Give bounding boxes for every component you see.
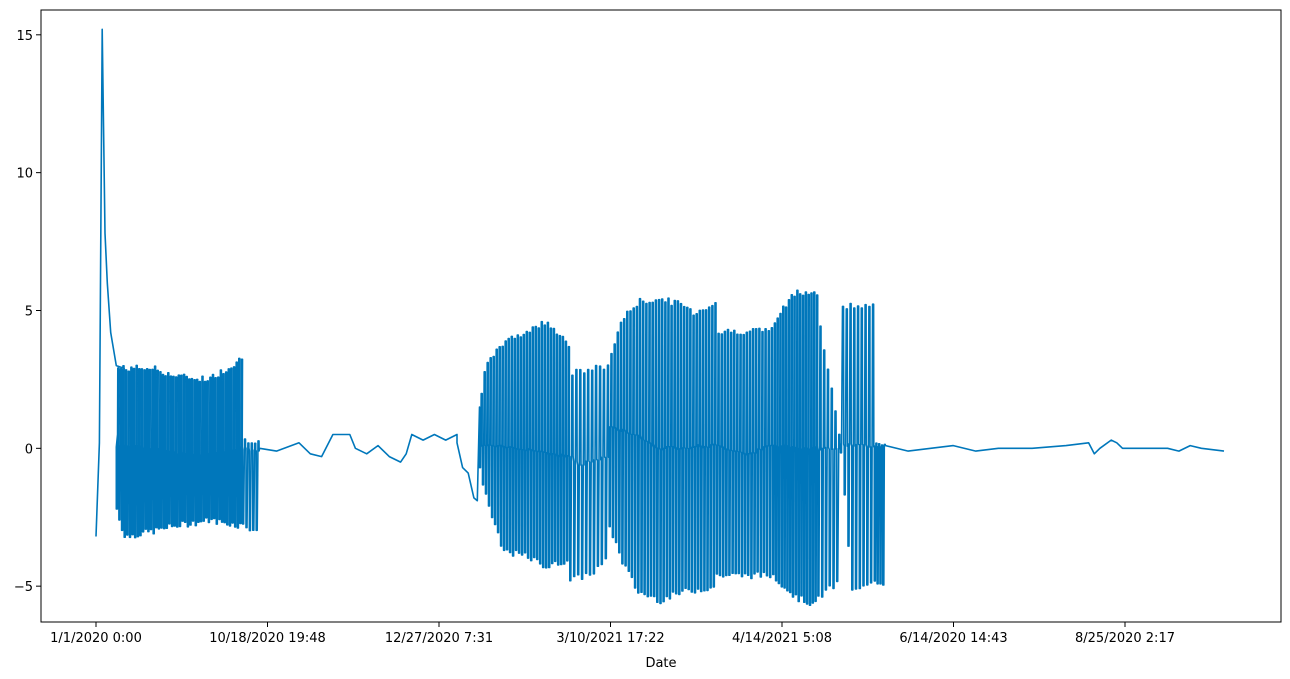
y-axis: −5 0 5 10 15 <box>14 29 41 595</box>
x-axis: 1/1/2020 0:00 10/18/2020 19:48 12/27/2020 … <box>50 622 1175 646</box>
x-tick-label: 4/14/2021 5:08 <box>732 631 832 646</box>
y-tick-label: −5 <box>14 580 33 595</box>
x-axis-label: Date <box>645 656 676 671</box>
y-tick-label: 15 <box>16 29 33 44</box>
series-line <box>95 28 1225 606</box>
x-tick-label: 6/14/2020 14:43 <box>899 631 1007 646</box>
x-tick-label: 3/10/2021 17:22 <box>556 631 664 646</box>
y-tick-label: 10 <box>16 167 33 182</box>
x-tick-label: 8/25/2020 2:17 <box>1075 631 1175 646</box>
data-series <box>95 28 1225 606</box>
x-tick-label: 1/1/2020 0:00 <box>50 631 142 646</box>
x-tick-label: 10/18/2020 19:48 <box>209 631 326 646</box>
y-tick-label: 0 <box>25 442 33 457</box>
y-tick-label: 5 <box>25 304 33 319</box>
plot-frame <box>40 9 1282 623</box>
x-tick-label: 12/27/2020 7:31 <box>385 631 493 646</box>
